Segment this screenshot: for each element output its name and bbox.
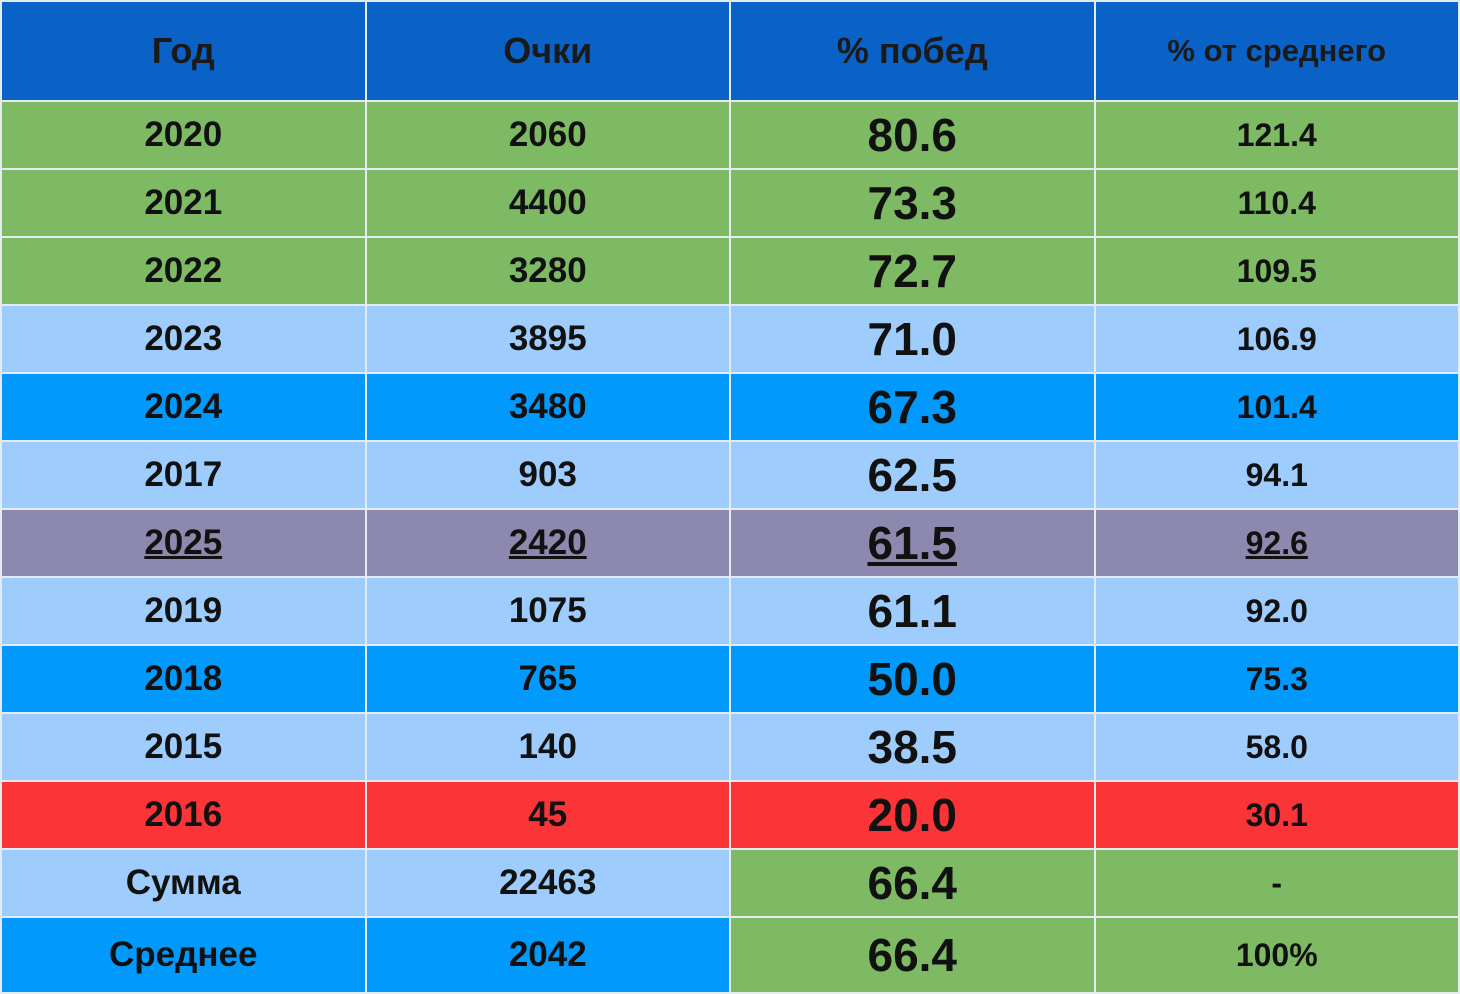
table-cell: 66.4 (729, 916, 1096, 994)
table-cell: Среднее (0, 916, 367, 994)
table-row: 2015 140 38.5 58.0 (0, 712, 1460, 782)
table-cell: 50.0 (729, 644, 1096, 714)
table-row: 2024 3480 67.3 101.4 (0, 372, 1460, 442)
table-cell: 110.4 (1093, 168, 1460, 238)
table-cell: 38.5 (729, 712, 1096, 782)
table-cell: 58.0 (1093, 712, 1460, 782)
table-row: 2019 1075 61.1 92.0 (0, 576, 1460, 646)
table-cell: 2023 (0, 304, 367, 374)
table-cell: 100% (1093, 916, 1460, 994)
table-cell: 94.1 (1093, 440, 1460, 510)
table-cell: 2420 (364, 508, 731, 578)
table-cell: 2025 (0, 508, 367, 578)
table-row: 2018 765 50.0 75.3 (0, 644, 1460, 714)
table-row: Сумма 22463 66.4- (0, 848, 1460, 918)
table-cell: 2015 (0, 712, 367, 782)
table-cell: 121.4 (1093, 100, 1460, 170)
table-cell: 80.6 (729, 100, 1096, 170)
table-row: 2017 903 62.5 94.1 (0, 440, 1460, 510)
table-row: 2023 3895 71.0 106.9 (0, 304, 1460, 374)
header-cell: % от среднего (1093, 0, 1460, 102)
table-row: 2022 3280 72.7 109.5 (0, 236, 1460, 306)
table-cell: 2020 (0, 100, 367, 170)
table-cell: 67.3 (729, 372, 1096, 442)
table-cell: 2017 (0, 440, 367, 510)
table-cell: 765 (364, 644, 731, 714)
table-cell: 2042 (364, 916, 731, 994)
table-cell: 71.0 (729, 304, 1096, 374)
table-cell: 109.5 (1093, 236, 1460, 306)
table-cell: 3280 (364, 236, 731, 306)
table-cell: 2060 (364, 100, 731, 170)
table-cell: 2019 (0, 576, 367, 646)
table-cell: Сумма (0, 848, 367, 918)
header-cell: % побед (729, 0, 1096, 102)
header-cell: Очки (364, 0, 731, 102)
table-cell: 106.9 (1093, 304, 1460, 374)
table-cell: 3895 (364, 304, 731, 374)
table-cell: 2022 (0, 236, 367, 306)
table-cell: 2024 (0, 372, 367, 442)
table-header: Год Очки% побед% от среднего (0, 0, 1460, 102)
table-row: 2016 45 20.0 30.1 (0, 780, 1460, 850)
table-cell: 72.7 (729, 236, 1096, 306)
table-cell: - (1093, 848, 1460, 918)
table-cell: 140 (364, 712, 731, 782)
table-cell: 61.5 (729, 508, 1096, 578)
table-cell: 92.0 (1093, 576, 1460, 646)
table-cell: 30.1 (1093, 780, 1460, 850)
table-cell: 101.4 (1093, 372, 1460, 442)
table-row: Среднее 2042 66.4 100% (0, 916, 1460, 994)
table-cell: 1075 (364, 576, 731, 646)
table-cell: 66.4 (729, 848, 1096, 918)
table-cell: 22463 (364, 848, 731, 918)
table-row: 2020 2060 80.6 121.4 (0, 100, 1460, 170)
table-cell: 92.6 (1093, 508, 1460, 578)
table-cell: 73.3 (729, 168, 1096, 238)
table-cell: 62.5 (729, 440, 1096, 510)
table-row: 2021 4400 73.3 110.4 (0, 168, 1460, 238)
table-cell: 3480 (364, 372, 731, 442)
table-cell: 45 (364, 780, 731, 850)
table-cell: 20.0 (729, 780, 1096, 850)
table-cell: 2016 (0, 780, 367, 850)
table-cell: 903 (364, 440, 731, 510)
header-cell: Год (0, 0, 367, 102)
table-cell: 61.1 (729, 576, 1096, 646)
table-cell: 2021 (0, 168, 367, 238)
table-cell: 2018 (0, 644, 367, 714)
table-row: 2025 2420 61.5 92.6 (0, 508, 1460, 578)
table-cell: 75.3 (1093, 644, 1460, 714)
table-cell: 4400 (364, 168, 731, 238)
table-body: 2020 2060 80.6 121.4 2021 4400 73.3 110.4 2022 32… (0, 100, 1460, 994)
header-row: Год Очки% побед% от среднего (0, 0, 1460, 102)
